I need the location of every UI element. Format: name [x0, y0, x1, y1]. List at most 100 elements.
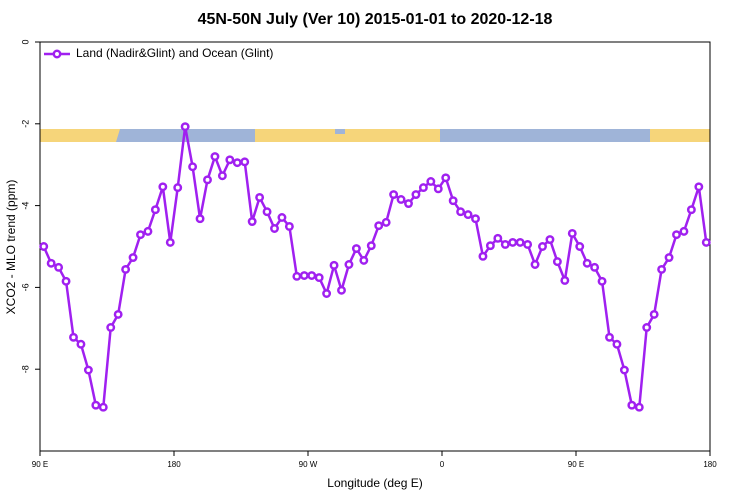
point — [247, 217, 257, 227]
point — [530, 260, 540, 269]
point — [471, 214, 480, 224]
x-tick-label: 180 — [167, 460, 181, 469]
point — [322, 289, 332, 298]
point — [582, 258, 592, 268]
point — [627, 400, 637, 410]
point — [46, 258, 56, 268]
point — [262, 207, 272, 217]
x-tick-label: 90 E — [32, 460, 48, 469]
point — [217, 171, 227, 181]
point — [351, 244, 361, 253]
point — [277, 213, 287, 222]
y-tick-label: -2 — [20, 120, 30, 128]
point — [158, 182, 168, 192]
point — [39, 242, 49, 251]
point — [284, 222, 294, 231]
point — [195, 214, 205, 224]
point — [612, 339, 622, 349]
x-tick-label: 0 — [440, 460, 445, 469]
y-tick-label: -8 — [20, 365, 30, 373]
point — [69, 332, 78, 342]
point — [448, 196, 458, 206]
point — [418, 183, 428, 193]
point — [91, 400, 101, 410]
point — [463, 210, 473, 220]
point — [552, 257, 562, 267]
x-tick-label: 90 W — [299, 460, 318, 469]
point — [441, 173, 451, 183]
map-strip — [40, 129, 710, 142]
y-tick-label: -6 — [20, 283, 30, 291]
point — [433, 184, 443, 194]
point — [686, 205, 696, 215]
point — [128, 253, 138, 262]
x-axis-label: Longitude (deg E) — [327, 476, 422, 490]
chart-title: 45N-50N July (Ver 10) 2015-01-01 to 2020… — [198, 11, 553, 28]
point — [575, 242, 585, 251]
point — [456, 207, 466, 217]
point — [76, 339, 86, 349]
point — [255, 192, 265, 202]
point — [314, 273, 324, 283]
point — [225, 155, 235, 165]
point — [329, 260, 339, 270]
y-tick-label: -4 — [20, 202, 30, 210]
point — [508, 237, 518, 247]
point — [374, 221, 384, 231]
point — [61, 276, 71, 286]
point — [240, 157, 250, 167]
point — [701, 237, 711, 247]
point — [411, 190, 421, 200]
point — [136, 230, 145, 240]
point — [426, 177, 436, 186]
point — [634, 402, 644, 412]
point — [150, 205, 160, 215]
point — [679, 226, 689, 236]
point — [567, 228, 577, 238]
point — [366, 241, 376, 251]
y-axis-label: XCO2 - MLO trend (ppm) — [4, 180, 18, 315]
x-tick-label: 180 — [703, 460, 717, 469]
point — [165, 237, 175, 247]
point — [478, 251, 488, 261]
point — [538, 242, 547, 251]
point — [493, 233, 503, 243]
point — [664, 253, 674, 262]
point — [54, 262, 64, 272]
point — [523, 240, 533, 249]
point — [619, 365, 629, 375]
point — [560, 275, 570, 285]
point — [396, 195, 406, 204]
point — [210, 152, 220, 161]
point — [657, 264, 667, 274]
point — [203, 175, 212, 185]
point — [389, 190, 399, 200]
point — [672, 230, 681, 240]
point — [337, 285, 346, 295]
point — [270, 224, 279, 233]
series-line — [42, 126, 708, 409]
point — [106, 323, 116, 332]
point — [173, 183, 183, 193]
point — [642, 323, 652, 332]
point — [121, 264, 131, 274]
point — [597, 276, 607, 286]
point — [98, 402, 108, 412]
legend-label: Land (Nadir&Glint) and Ocean (Glint) — [76, 46, 273, 60]
legend-marker — [52, 49, 62, 59]
point — [232, 158, 242, 168]
point — [404, 199, 413, 209]
point — [344, 260, 354, 269]
point — [359, 255, 369, 265]
point — [605, 332, 614, 342]
point — [381, 217, 391, 227]
point — [500, 240, 510, 249]
point — [515, 237, 525, 247]
point — [694, 182, 704, 192]
point — [649, 309, 659, 319]
point — [299, 271, 309, 280]
point — [113, 309, 123, 319]
x-tick-label: 90 E — [568, 460, 584, 469]
y-tick-label: 0 — [20, 39, 30, 44]
